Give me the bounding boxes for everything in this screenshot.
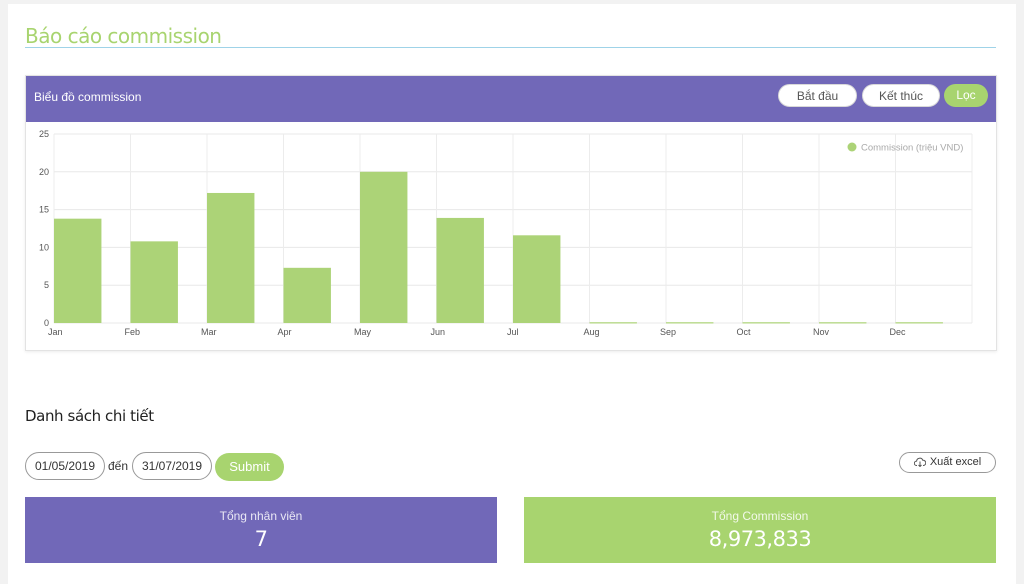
submit-button[interactable]: Submit <box>215 453 284 481</box>
total-employees-card: Tổng nhân viên 7 <box>25 497 497 563</box>
cloud-download-icon <box>913 457 927 468</box>
legend-marker <box>847 142 857 152</box>
date-range-separator: đến <box>108 459 129 473</box>
title-divider <box>25 47 996 48</box>
end-date-button[interactable]: Kết thúc <box>862 84 940 107</box>
x-tick-label: Aug <box>584 327 600 337</box>
x-tick-label: May <box>354 327 372 337</box>
x-tick-label: Nov <box>813 327 830 337</box>
x-tick-label: Jul <box>507 327 519 337</box>
x-tick-label: Feb <box>125 327 141 337</box>
chart-card-title: Biểu đồ commission <box>34 90 142 104</box>
x-tick-label: Apr <box>278 327 292 337</box>
total-employees-label: Tổng nhân viên <box>219 509 303 523</box>
bar-nov <box>819 322 867 324</box>
export-excel-button[interactable]: Xuất excel <box>899 452 996 473</box>
report-page: Báo cáo commission Biểu đồ commission Bắ… <box>8 4 1016 584</box>
bar-jul <box>513 235 561 323</box>
y-tick-label: 5 <box>44 280 49 290</box>
page-title: Báo cáo commission <box>25 24 222 48</box>
export-excel-label: Xuất excel <box>929 456 982 468</box>
y-tick-label: 25 <box>39 129 49 139</box>
y-tick-label: 10 <box>39 242 49 252</box>
chart-header: Biểu đồ commission Bắt đầu Kết thúc Lọc <box>26 76 996 122</box>
bar-oct <box>742 322 790 324</box>
bar-feb <box>130 241 178 323</box>
to-date-input[interactable]: 31/07/2019 <box>132 452 212 480</box>
legend-label: Commission (triệu VND) <box>861 143 963 154</box>
details-title: Danh sách chi tiết <box>25 407 154 425</box>
bar-aug <box>589 322 637 324</box>
bar-jun <box>436 217 484 323</box>
bar-jan <box>54 218 102 323</box>
x-tick-label: Jan <box>48 327 63 337</box>
bar-mar <box>207 192 255 323</box>
y-tick-label: 15 <box>39 205 49 215</box>
total-employees-value: 7 <box>254 527 268 551</box>
total-commission-label: Tổng Commission <box>711 509 809 523</box>
total-commission-value: 8,973,833 <box>708 527 812 551</box>
x-tick-label: Mar <box>201 327 217 337</box>
y-tick-label: 20 <box>39 167 49 177</box>
bar-sep <box>666 322 714 324</box>
start-date-button[interactable]: Bắt đầu <box>778 84 857 107</box>
x-tick-label: Oct <box>737 327 752 337</box>
x-tick-label: Sep <box>660 327 676 337</box>
bar-dec <box>895 322 943 324</box>
y-tick-label: 0 <box>44 318 49 328</box>
from-date-input[interactable]: 01/05/2019 <box>25 452 105 480</box>
bar-may <box>360 171 408 323</box>
x-tick-label: Jun <box>431 327 446 337</box>
total-commission-card: Tổng Commission 8,973,833 <box>524 497 996 563</box>
filter-button[interactable]: Lọc <box>944 84 988 107</box>
bar-apr <box>283 267 331 323</box>
x-tick-label: Dec <box>890 327 907 337</box>
commission-chart: 0 5 10 15 20 25 Jan Feb Mar Apr May Jun Jul Aug Sep Oct… <box>39 129 973 337</box>
chart-card: Biểu đồ commission Bắt đầu Kết thúc Lọc … <box>25 75 997 351</box>
